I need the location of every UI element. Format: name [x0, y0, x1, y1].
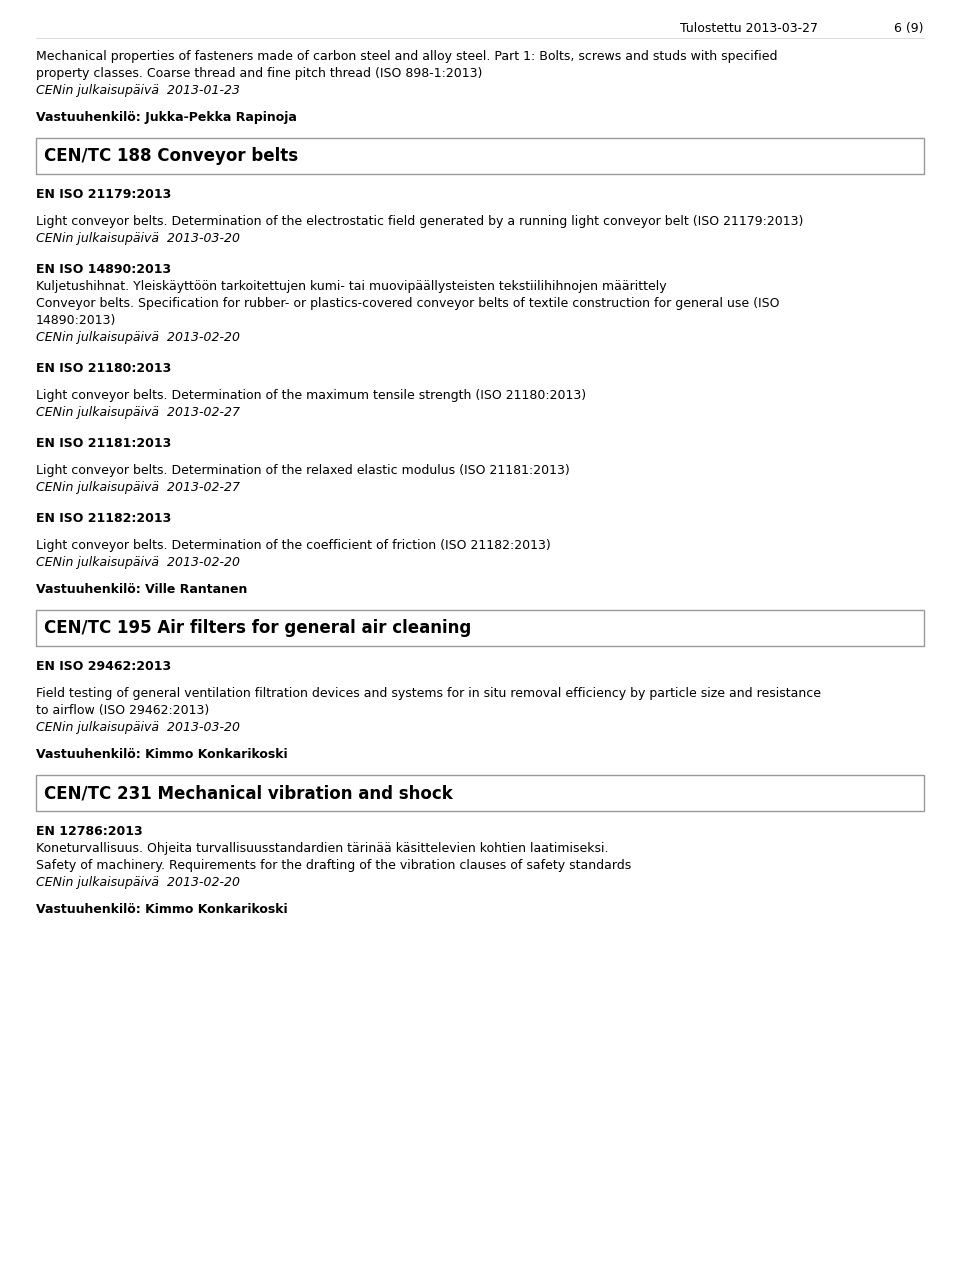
Text: CENin julkaisupäivä  2013-02-20: CENin julkaisupäivä 2013-02-20 [36, 556, 240, 569]
Text: EN ISO 14890:2013: EN ISO 14890:2013 [36, 263, 171, 276]
Text: property classes. Coarse thread and fine pitch thread (ISO 898-1:2013): property classes. Coarse thread and fine… [36, 67, 482, 80]
Text: EN ISO 29462:2013: EN ISO 29462:2013 [36, 660, 171, 673]
Text: Mechanical properties of fasteners made of carbon steel and alloy steel. Part 1:: Mechanical properties of fasteners made … [36, 50, 778, 63]
Text: CEN/TC 195 Air filters for general air cleaning: CEN/TC 195 Air filters for general air c… [44, 619, 471, 637]
Text: to airflow (ISO 29462:2013): to airflow (ISO 29462:2013) [36, 704, 209, 717]
Text: CENin julkaisupäivä  2013-02-20: CENin julkaisupäivä 2013-02-20 [36, 876, 240, 889]
Text: Vastuuhenkilö: Ville Rantanen: Vastuuhenkilö: Ville Rantanen [36, 583, 248, 596]
Text: Koneturvallisuus. Ohjeita turvallisuusstandardien tärinää käsittelevien kohtien : Koneturvallisuus. Ohjeita turvallisuusst… [36, 842, 609, 855]
Text: Vastuuhenkilö: Kimmo Konkarikoski: Vastuuhenkilö: Kimmo Konkarikoski [36, 903, 288, 916]
Text: CEN/TC 188 Conveyor belts: CEN/TC 188 Conveyor belts [44, 146, 299, 164]
Bar [36, 610, 924, 646]
Text: EN ISO 21180:2013: EN ISO 21180:2013 [36, 362, 171, 375]
Text: CENin julkaisupäivä  2013-02-20: CENin julkaisupäivä 2013-02-20 [36, 332, 240, 344]
Text: CENin julkaisupäivä  2013-03-20: CENin julkaisupäivä 2013-03-20 [36, 721, 240, 734]
Text: CENin julkaisupäivä  2013-01-23: CENin julkaisupäivä 2013-01-23 [36, 84, 240, 96]
Text: CENin julkaisupäivä  2013-02-27: CENin julkaisupäivä 2013-02-27 [36, 481, 240, 493]
Bar [36, 775, 924, 811]
Text: Field testing of general ventilation filtration devices and systems for in situ : Field testing of general ventilation fil… [36, 687, 821, 700]
Text: Vastuuhenkilö: Kimmo Konkarikoski: Vastuuhenkilö: Kimmo Konkarikoski [36, 748, 288, 761]
Text: Conveyor belts. Specification for rubber- or plastics-covered conveyor belts of : Conveyor belts. Specification for rubber… [36, 297, 780, 310]
Text: CENin julkaisupäivä  2013-02-27: CENin julkaisupäivä 2013-02-27 [36, 406, 240, 419]
Text: Kuljetushihnat. Yleiskäyttöön tarkoitettujen kumi- tai muovipäällysteisten tekst: Kuljetushihnat. Yleiskäyttöön tarkoitett… [36, 280, 666, 293]
Text: EN 12786:2013: EN 12786:2013 [36, 825, 143, 838]
Bar [36, 137, 924, 173]
Text: EN ISO 21179:2013: EN ISO 21179:2013 [36, 188, 171, 200]
Text: 14890:2013): 14890:2013) [36, 314, 116, 326]
Text: Tulostettu 2013-03-27: Tulostettu 2013-03-27 [680, 22, 818, 35]
Text: EN ISO 21182:2013: EN ISO 21182:2013 [36, 511, 171, 526]
Text: EN ISO 21181:2013: EN ISO 21181:2013 [36, 437, 171, 450]
Text: Light conveyor belts. Determination of the maximum tensile strength (ISO 21180:2: Light conveyor belts. Determination of t… [36, 389, 587, 402]
Text: CENin julkaisupäivä  2013-03-20: CENin julkaisupäivä 2013-03-20 [36, 233, 240, 245]
Text: Vastuuhenkilö: Jukka-Pekka Rapinoja: Vastuuhenkilö: Jukka-Pekka Rapinoja [36, 111, 297, 123]
Text: Safety of machinery. Requirements for the drafting of the vibration clauses of s: Safety of machinery. Requirements for th… [36, 858, 632, 873]
Text: CEN/TC 231 Mechanical vibration and shock: CEN/TC 231 Mechanical vibration and shoc… [44, 784, 453, 802]
Text: Light conveyor belts. Determination of the relaxed elastic modulus (ISO 21181:20: Light conveyor belts. Determination of t… [36, 464, 569, 477]
Text: 6 (9): 6 (9) [895, 22, 924, 35]
Text: Light conveyor belts. Determination of the electrostatic field generated by a ru: Light conveyor belts. Determination of t… [36, 215, 804, 227]
Text: Light conveyor belts. Determination of the coefficient of friction (ISO 21182:20: Light conveyor belts. Determination of t… [36, 538, 551, 553]
